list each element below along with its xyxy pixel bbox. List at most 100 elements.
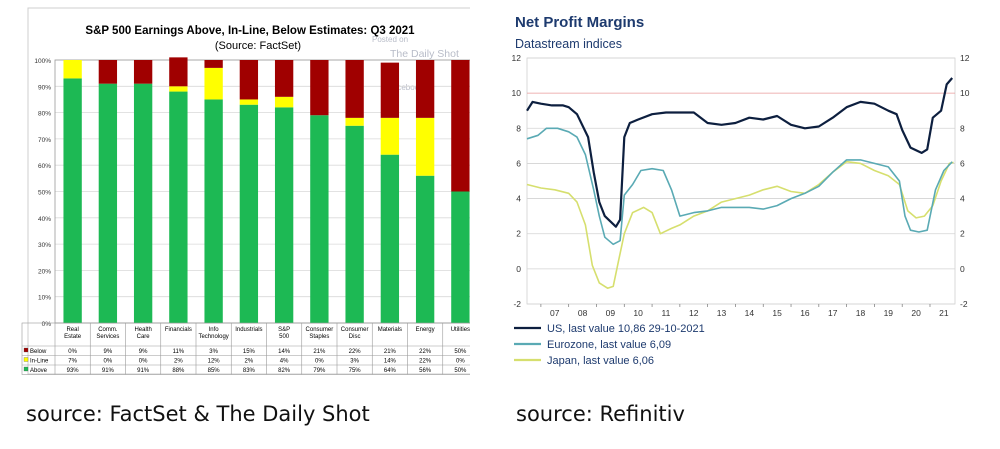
earnings-stacked-bar-chart: S&P 500 Earnings Above, In-Line, Below E… [21,7,479,375]
table-value: 2% [245,359,254,365]
x-tick-label: 21 [939,308,949,318]
earnings-chart-panel: S&P 500 Earnings Above, In-Line, Below E… [0,0,479,380]
y-tick-label-right: 6 [960,158,965,168]
y-tick-label-left: 12 [512,53,522,63]
x-tick-label: 09 [606,308,616,318]
y-tick-label-right: 2 [960,229,965,239]
us-series-line [526,77,954,228]
table-value: 22% [419,359,432,365]
table-series-name: Above [30,368,48,374]
x-tick-label: 13 [717,308,727,318]
table-value: 50% [454,349,467,355]
watermark-text: Facebook [388,83,424,92]
bar-above [239,104,259,324]
bar-below [239,60,259,100]
y-tick-label-left: 4 [516,194,521,204]
table-value: 14% [278,349,291,355]
table-value: 22% [349,349,362,355]
category-label: Info Technology [198,327,228,340]
category-label: Consumer Staples [306,327,334,340]
bar-above [415,175,435,323]
table-value: 3% [350,359,359,365]
x-tick-label: 12 [689,308,699,318]
y-tick-label-right: 0 [960,264,965,274]
bar-above [310,115,329,323]
bar-above [451,191,470,323]
table-value: 85% [208,368,221,374]
x-tick-label: 16 [800,308,810,318]
y-tick-label: 60% [38,163,51,170]
bar-below [380,62,400,118]
y-tick-label-left: -2 [513,299,521,309]
bar-above [63,78,82,323]
y-tick-label: 0% [42,321,52,328]
bar-below [204,60,223,68]
x-tick-label: 11 [662,308,671,318]
table-value: 21% [313,349,326,355]
table-value: 22% [419,349,432,355]
table-value: 7% [68,359,77,365]
legend-eurozone-label: Eurozone, last value 6,09 [547,339,671,351]
y-tick-label: 30% [38,242,51,249]
y-tick-label-left: 10 [512,88,522,98]
table-value: 12% [208,359,221,365]
legend-japan-label: Japan, last value 6,06 [547,355,654,367]
bar-below [415,60,435,118]
bar-below [310,60,329,116]
y-tick-label: 20% [38,268,51,275]
bar-chart-subtitle: (Source: FactSet) [215,40,301,52]
bar-inline [169,86,188,92]
y-tick-label-left: 2 [516,229,521,239]
net-profit-margins-line-chart: Net Profit Margins Datastream indices -2 -2… [512,14,970,367]
table-series-name: Below [30,349,47,355]
y-tick-label-right: 8 [960,123,965,133]
table-value: 0% [104,359,113,365]
y-tick-label: 80% [38,111,51,118]
bar-above [380,154,400,323]
y-tick-label-right: 4 [960,194,965,204]
left-source-caption: source: FactSet & The Daily Shot [26,402,370,426]
x-tick-label: 10 [633,308,643,318]
table-value: 2% [174,359,183,365]
watermark-text: Posted on [372,35,408,44]
bar-inline [204,67,223,100]
bar-chart-title: S&P 500 Earnings Above, In-Line, Below E… [85,25,415,37]
table-value: 15% [243,349,256,355]
y-tick-label: 40% [38,216,51,223]
bar-inline [380,117,400,155]
table-value: 88% [172,368,185,374]
watermark-text: The Daily Shot [390,48,459,60]
bar-inline [345,117,364,126]
bar-above [274,107,294,323]
table-value: 9% [139,349,148,355]
table-value: 0% [139,359,148,365]
plot-area-border [526,57,956,305]
x-tick-label: 20 [911,308,921,318]
table-value: 83% [243,368,256,374]
bar-above [169,91,188,323]
legend-us-label: US, last value 10,86 29-10-2021 [547,323,705,335]
table-value: 75% [349,368,362,374]
x-tick-label: 19 [884,308,894,318]
table-value: 56% [419,368,432,374]
bar-above [98,83,118,323]
bar-inline [63,60,82,79]
bar-above [133,83,153,323]
category-label: S&P 500 [278,327,290,340]
table-value: 21% [384,349,397,355]
category-label: Health Care [134,327,151,340]
table-legend-key [23,366,29,372]
table-legend-key [23,357,29,362]
x-tick-label: 15 [772,308,782,318]
x-tick-label: 17 [828,308,838,318]
bar-below [451,60,470,192]
category-label: Materials [378,327,402,333]
table-value: 11% [173,349,185,355]
bar-inline [239,99,259,105]
eurozone-series-line [526,127,953,246]
x-tick-label: 08 [578,308,588,318]
y-tick-label: 70% [38,137,51,144]
table-value: 91% [102,368,115,374]
table-value: 14% [384,359,397,365]
bar-below [274,60,294,97]
